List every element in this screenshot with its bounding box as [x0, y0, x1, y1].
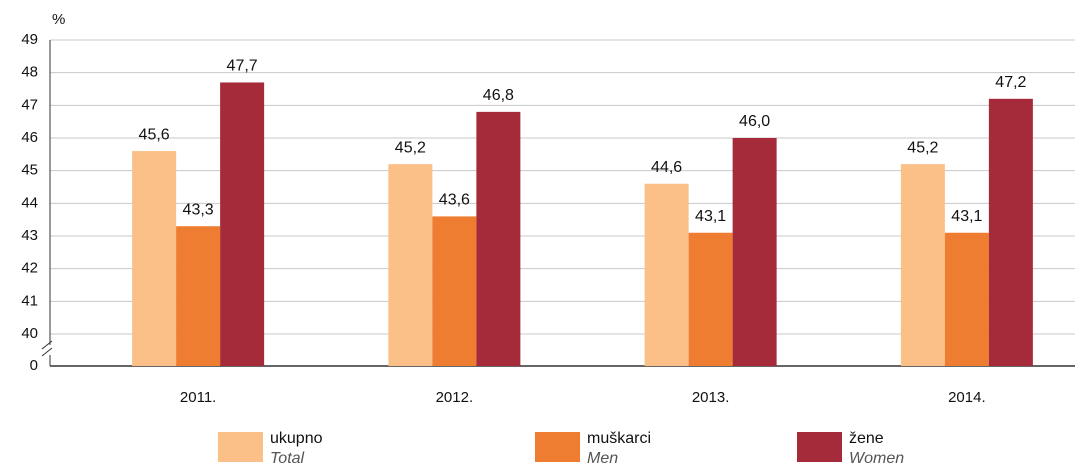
legend-label: ukupno [270, 430, 323, 447]
legend-swatch [797, 432, 842, 462]
data-label: 45,6 [139, 126, 170, 143]
bar [432, 216, 477, 366]
x-tick-label: 2013. [692, 389, 730, 406]
legend-label-en: Women [849, 450, 904, 467]
bar [132, 151, 177, 366]
y-tick-label: 44 [21, 194, 38, 211]
x-tick-label: 2011. [180, 389, 216, 406]
data-label: 43,1 [951, 208, 982, 225]
y-tick-label: 40 [21, 325, 38, 342]
data-label: 46,0 [739, 113, 770, 130]
x-tick-label: 2014. [948, 389, 986, 406]
y-axis-label: % [52, 11, 65, 28]
legend-swatch [535, 432, 580, 462]
bar [944, 232, 989, 366]
bar [220, 82, 265, 366]
y-tick-label: 45 [21, 162, 38, 179]
bar [476, 111, 521, 366]
bar [388, 164, 433, 366]
data-label: 43,6 [439, 192, 470, 209]
y-tick-label: 49 [21, 31, 38, 48]
data-label: 46,8 [483, 87, 514, 104]
legend-label-en: Total [270, 450, 305, 467]
y-tick-label: 41 [21, 292, 38, 309]
bar [176, 226, 221, 366]
bar [688, 232, 733, 366]
y-tick-label: 42 [21, 260, 38, 277]
data-label: 43,1 [695, 208, 726, 225]
axis-break [41, 347, 53, 357]
legend-item: ukupno Total [218, 430, 323, 467]
axis-break [41, 340, 53, 350]
y-tick-label: 48 [21, 64, 38, 81]
bar [900, 164, 945, 366]
data-label: 45,2 [907, 139, 938, 156]
bar [644, 183, 689, 366]
data-label: 45,2 [395, 139, 426, 156]
legend-label: žene [849, 430, 884, 447]
data-label: 47,7 [227, 58, 258, 75]
bar [732, 138, 777, 366]
legend-label-en: Men [587, 450, 618, 467]
data-label: 44,6 [651, 159, 682, 176]
legend-swatch [218, 432, 263, 462]
y-tick-label: 0 [30, 357, 38, 374]
bar [988, 98, 1033, 367]
y-tick-label: 47 [21, 96, 38, 113]
legend-label: muškarci [587, 430, 651, 447]
legend-item: muškarci Men [535, 430, 651, 467]
y-tick-label: 46 [21, 129, 38, 146]
y-tick-label: 43 [21, 227, 38, 244]
x-tick-label: 2012. [436, 389, 474, 406]
data-label: 43,3 [183, 201, 214, 218]
data-label: 47,2 [995, 74, 1026, 91]
legend-item: žene Women [797, 430, 904, 467]
